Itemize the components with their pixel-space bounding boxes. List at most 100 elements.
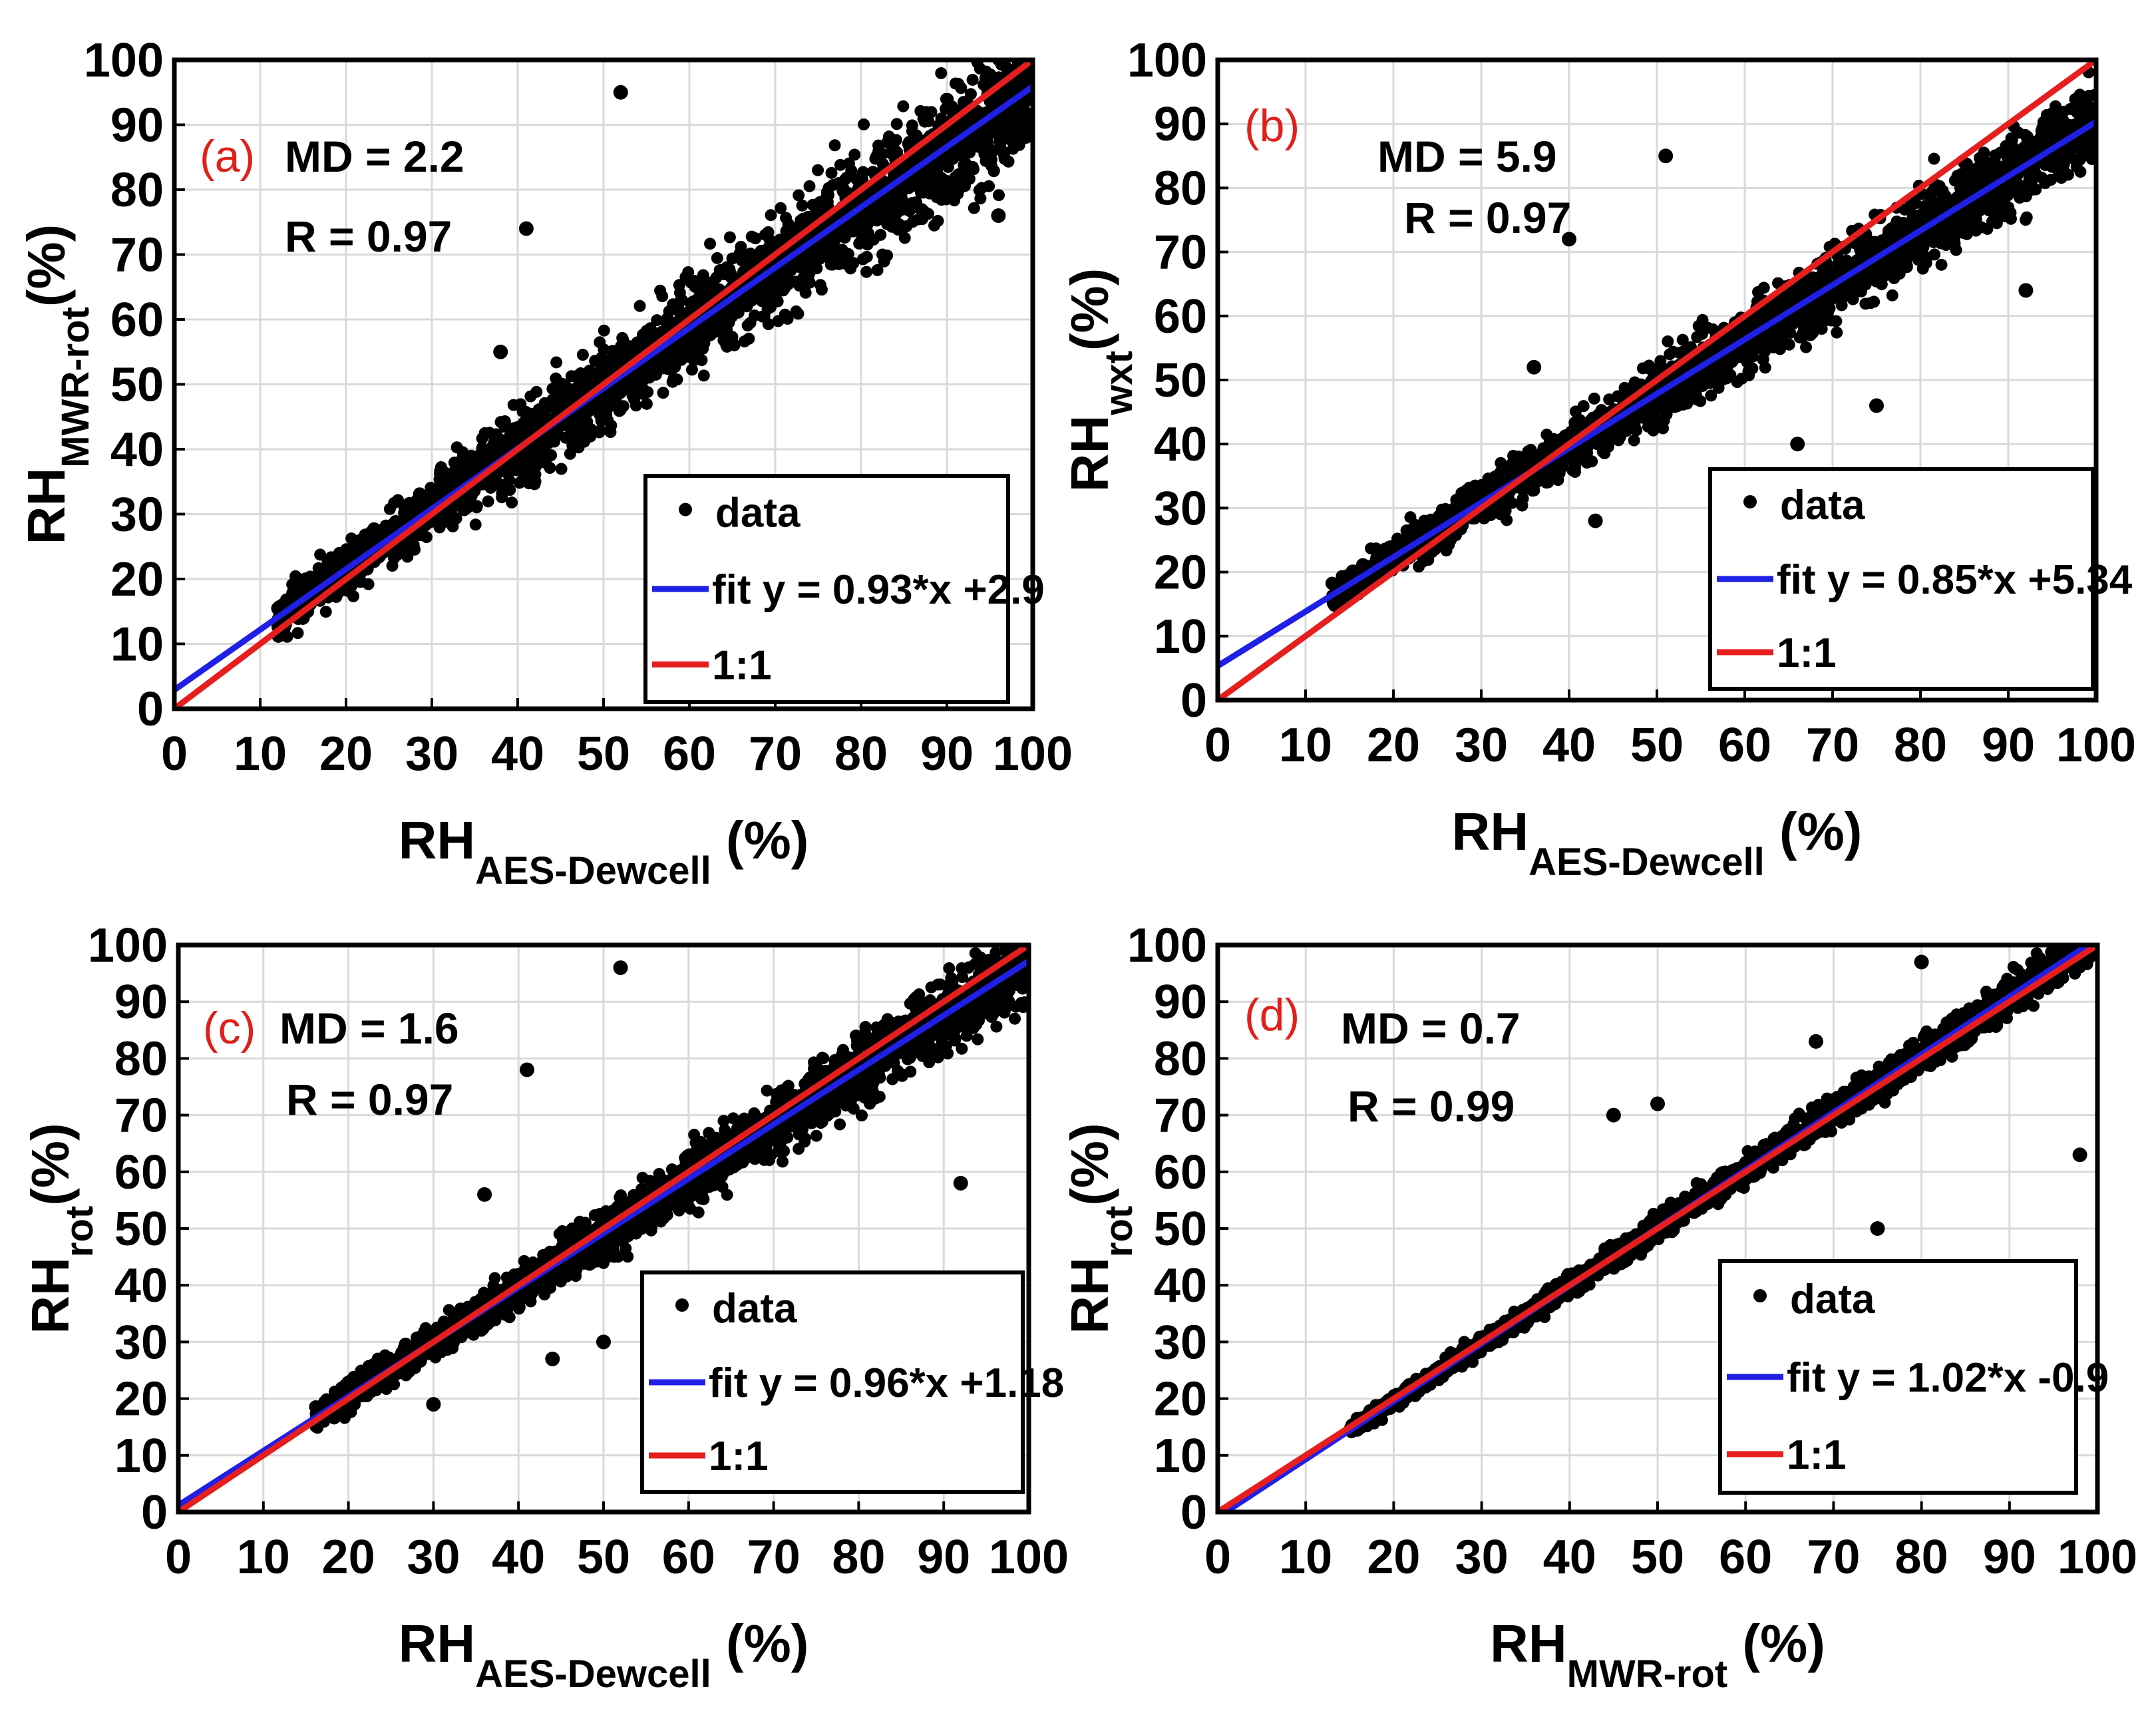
data-point bbox=[1019, 35, 1031, 47]
data-point bbox=[456, 452, 468, 465]
data-point bbox=[844, 262, 857, 275]
data-point bbox=[898, 232, 911, 244]
legend: data fit y = 0.93*x +2.9 1:1 bbox=[643, 474, 1045, 704]
x-tick-label: 20 bbox=[319, 727, 373, 781]
x-axis-label: RHAES-Dewcell (%) bbox=[399, 811, 809, 892]
data-point bbox=[2036, 121, 2049, 134]
y-tick-label: 60 bbox=[110, 293, 164, 347]
legend-one-to-one-label: 1:1 bbox=[712, 642, 772, 688]
data-point bbox=[1023, 26, 1035, 38]
data-point bbox=[775, 202, 787, 214]
data-point bbox=[971, 139, 985, 153]
data-point bbox=[469, 518, 482, 531]
data-point bbox=[860, 250, 873, 263]
data-point bbox=[1496, 460, 1509, 473]
data-point bbox=[912, 213, 925, 226]
data-point bbox=[568, 431, 581, 444]
x-tick-label: 90 bbox=[920, 727, 974, 781]
data-point bbox=[968, 202, 980, 214]
legend-data-label: data bbox=[715, 490, 801, 536]
data-point bbox=[949, 77, 962, 90]
data-point bbox=[544, 462, 556, 475]
data-point bbox=[291, 627, 304, 640]
data-point bbox=[1757, 282, 1770, 294]
data-point bbox=[886, 220, 898, 233]
data-point bbox=[2074, 166, 2087, 178]
data-point bbox=[530, 385, 543, 398]
data-point bbox=[721, 314, 735, 328]
data-point bbox=[496, 491, 508, 504]
data-point bbox=[1019, 32, 1031, 44]
data-point bbox=[1017, 31, 1029, 43]
legend-data-marker bbox=[679, 502, 692, 516]
data-point bbox=[383, 502, 396, 515]
x-tick-label: 30 bbox=[405, 727, 458, 781]
data-point bbox=[654, 284, 667, 297]
data-point bbox=[1654, 355, 1667, 367]
data-point bbox=[749, 309, 761, 322]
data-point bbox=[711, 252, 723, 264]
x-tick-label: 100 bbox=[993, 727, 1073, 781]
data-point bbox=[289, 570, 302, 582]
data-point bbox=[399, 543, 412, 556]
data-point bbox=[704, 238, 717, 250]
data-point bbox=[968, 163, 980, 176]
data-point bbox=[1823, 302, 1836, 315]
data-point bbox=[803, 180, 816, 192]
data-point bbox=[634, 365, 648, 379]
data-point bbox=[860, 237, 872, 250]
data-point bbox=[1021, 37, 1033, 49]
x-tick-label: 70 bbox=[749, 727, 802, 781]
data-point bbox=[553, 384, 566, 397]
data-point bbox=[812, 164, 824, 176]
data-point bbox=[2069, 93, 2081, 105]
data-point bbox=[564, 447, 576, 460]
data-point bbox=[604, 426, 617, 439]
data-point bbox=[1830, 315, 1843, 327]
data-point bbox=[1831, 326, 1843, 339]
data-point bbox=[779, 308, 791, 321]
data-point bbox=[413, 487, 427, 501]
data-point bbox=[528, 466, 540, 479]
data-point bbox=[622, 340, 636, 354]
data-point bbox=[2026, 183, 2038, 196]
data-point bbox=[1862, 269, 1876, 283]
fit-line bbox=[174, 84, 1033, 693]
data-point bbox=[707, 277, 719, 289]
data-point bbox=[2040, 108, 2053, 121]
data-point bbox=[409, 543, 421, 556]
data-point bbox=[1568, 462, 1581, 475]
data-point bbox=[1013, 31, 1025, 43]
data-point bbox=[550, 356, 563, 369]
data-point bbox=[1009, 23, 1021, 35]
data-point bbox=[957, 171, 970, 184]
legend-fit-label: fit y = 0.93*x +2.9 bbox=[712, 567, 1045, 613]
data-point bbox=[1819, 313, 1831, 325]
data-point bbox=[2085, 152, 2096, 165]
data-point bbox=[670, 299, 683, 311]
data-point bbox=[1577, 400, 1590, 413]
data-point bbox=[1517, 492, 1529, 505]
md-value: MD = 2.2 bbox=[285, 132, 464, 181]
data-point bbox=[878, 255, 890, 268]
data-point bbox=[1999, 145, 2012, 158]
data-point bbox=[1413, 560, 1425, 573]
data-point-outlier bbox=[682, 338, 697, 353]
y-axis-label: RHMWR-rot(%) bbox=[17, 224, 97, 545]
data-point-outlier bbox=[518, 221, 534, 236]
data-point bbox=[661, 354, 675, 368]
data-point bbox=[344, 579, 358, 593]
data-point bbox=[720, 339, 733, 351]
data-point bbox=[723, 231, 736, 244]
data-point bbox=[429, 486, 443, 500]
data-point bbox=[976, 182, 988, 194]
panel-letter: (a) bbox=[200, 131, 255, 182]
data-point bbox=[2019, 128, 2032, 141]
data-point bbox=[1013, 13, 1025, 25]
data-point bbox=[439, 474, 453, 488]
data-point bbox=[565, 370, 578, 383]
data-point bbox=[386, 560, 399, 572]
data-point bbox=[834, 158, 846, 171]
data-point bbox=[792, 307, 805, 320]
data-point bbox=[633, 299, 646, 312]
